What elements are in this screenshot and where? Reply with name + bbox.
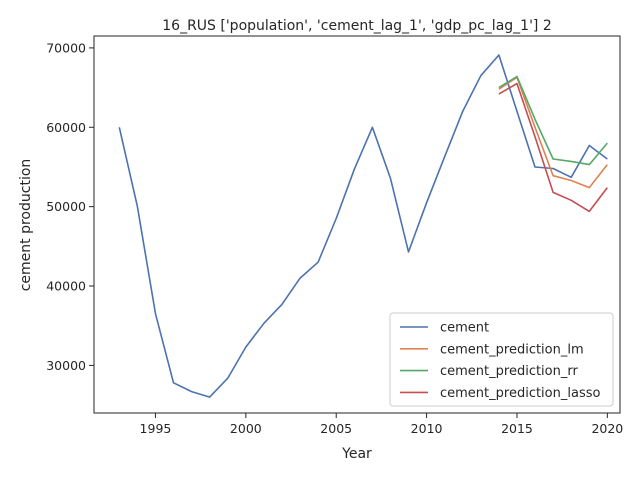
series-line-cement_prediction_rr [498,75,608,166]
y-tick-label: 50000 [46,199,86,214]
plot-lines [118,54,608,398]
y-tick-label: 70000 [46,40,86,55]
y-tick-label: 30000 [46,358,86,373]
legend-entry-cement_prediction_lm: cement_prediction_lm [440,342,584,357]
legend-box [389,312,614,407]
x-axis-label: Year [341,446,372,462]
series-line-cement_prediction_lm [498,76,608,189]
y-axis: 30000 40000 50000 60000 70000 [46,40,94,373]
x-tick-label: 2015 [501,421,533,436]
legend-entry-cement: cement [440,321,489,336]
x-axis: 1995 2000 2005 2010 2015 2020 [140,413,623,436]
x-tick-label: 2000 [230,421,262,436]
chart-title: 16_RUS ['population', 'cement_lag_1', 'g… [162,18,552,34]
legend-entry-cement_prediction_rr: cement_prediction_rr [440,364,578,379]
x-tick-label: 2020 [591,421,623,436]
plot-frame [93,35,621,414]
x-tick-label: 1995 [140,421,172,436]
y-tick-label: 60000 [46,120,86,135]
series-line-cement_prediction_lasso [498,82,608,213]
x-tick-label: 2005 [320,421,352,436]
y-tick-label: 40000 [46,279,86,294]
series-line-cement [118,54,608,398]
legend-entry-cement_prediction_lasso: cement_prediction_lasso [440,386,600,401]
x-tick-label: 2010 [411,421,443,436]
y-axis-label: cement production [18,159,34,292]
legend: cement cement_prediction_lm cement_predict… [389,312,614,407]
